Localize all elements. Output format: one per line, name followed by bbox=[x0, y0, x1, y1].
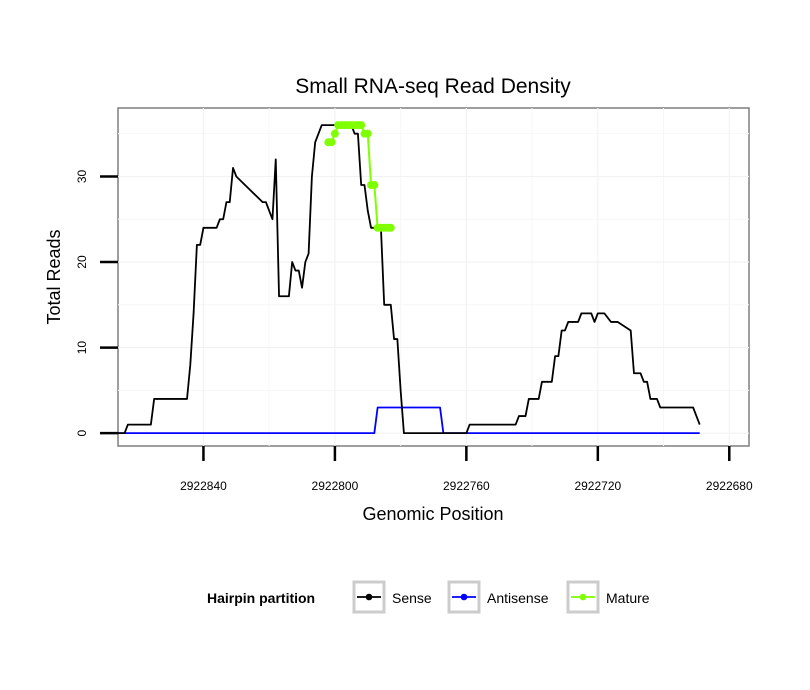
legend-label-mature: Mature bbox=[606, 590, 650, 606]
x-tick-label: 2922760 bbox=[443, 479, 490, 493]
series-layer bbox=[118, 121, 701, 435]
y-tick-label: 20 bbox=[75, 255, 89, 269]
legend: Hairpin partition Sense Antisense Mature bbox=[207, 580, 650, 614]
legend-item-antisense: Antisense bbox=[447, 580, 549, 614]
plot-panel bbox=[117, 107, 750, 447]
data-point-mature bbox=[330, 129, 339, 138]
y-tick-label: 10 bbox=[75, 341, 89, 355]
data-point-mature bbox=[363, 129, 372, 138]
y-tick-label: 30 bbox=[75, 169, 89, 183]
x-tick-label: 2922680 bbox=[706, 479, 753, 493]
x-tick-label: 2922840 bbox=[180, 479, 227, 493]
y-tick-label: 0 bbox=[75, 430, 89, 437]
legend-key-mature-dot bbox=[579, 593, 587, 601]
x-tick-label: 2922800 bbox=[312, 479, 359, 493]
x-axis-title: Genomic Position bbox=[362, 504, 503, 524]
legend-title: Hairpin partition bbox=[207, 590, 315, 606]
legend-key-antisense-dot bbox=[460, 593, 468, 601]
axes: 2922840 2922800 2922760 2922720 2922680 0 10 20… bbox=[75, 169, 753, 493]
data-point-mature bbox=[327, 138, 336, 147]
chart-title: Small RNA-seq Read Density bbox=[295, 75, 571, 98]
legend-item-mature: Mature bbox=[566, 580, 650, 614]
legend-key-sense-dot bbox=[365, 593, 373, 601]
y-axis-title: Total Reads bbox=[44, 229, 64, 324]
legend-label-antisense: Antisense bbox=[487, 590, 549, 606]
legend-item-sense: Sense bbox=[352, 580, 432, 614]
x-tick-label: 2922720 bbox=[574, 479, 621, 493]
series-line-antisense bbox=[118, 406, 700, 435]
data-point-mature bbox=[370, 181, 379, 190]
legend-label-sense: Sense bbox=[392, 590, 432, 606]
data-point-mature bbox=[386, 223, 395, 232]
data-point-mature bbox=[357, 121, 366, 130]
